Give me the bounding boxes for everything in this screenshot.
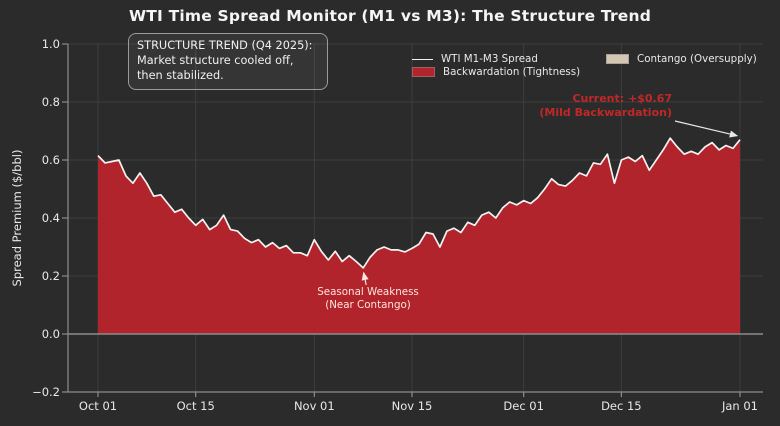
current-value-annotation: Current: +$0.67 (Mild Backwardation) — [539, 92, 672, 120]
structure-trend-note: STRUCTURE TREND (Q4 2025): Market struct… — [128, 33, 328, 90]
y-tick-label: 0.0 — [41, 327, 60, 341]
x-tick-label: Dec 01 — [503, 399, 544, 413]
structure-note-line3: then stabilized. — [137, 68, 224, 82]
legend-contango-swatch — [606, 54, 629, 64]
structure-note-line2: Market structure cooled off, — [137, 53, 294, 67]
legend-entry-spread: WTI M1-M3 Spread — [412, 53, 538, 65]
legend-entry-contango: Contango (Oversupply) — [606, 53, 757, 65]
legend-label-contango: Contango (Oversupply) — [637, 53, 757, 65]
x-tick-label: Nov 15 — [391, 399, 433, 413]
y-tick-label: 0.4 — [41, 211, 60, 225]
legend-backwardation-swatch — [412, 67, 435, 77]
legend-entry-backwardation: Backwardation (Tightness) — [412, 66, 580, 78]
seasonal-weakness-annotation: Seasonal Weakness (Near Contango) — [268, 286, 468, 311]
x-tick-label: Dec 15 — [601, 399, 642, 413]
annotation-arrows — [361, 120, 739, 286]
spread-area-fill — [98, 138, 740, 334]
spread-line — [97, 137, 741, 269]
y-tick-label: −0.2 — [32, 385, 60, 399]
legend-label-backwardation: Backwardation (Tightness) — [443, 66, 581, 78]
seasonal-annotation-arrow — [361, 271, 369, 286]
legend-line-swatch — [412, 58, 433, 60]
x-tick-label: Oct 15 — [176, 399, 215, 413]
y-tick-label: 0.2 — [41, 269, 60, 283]
current-annotation-arrow — [674, 120, 739, 138]
legend-label-spread: WTI M1-M3 Spread — [441, 53, 538, 65]
chart-title: WTI Time Spread Monitor (M1 vs M3): The … — [128, 7, 652, 25]
y-tick-label: 1.0 — [41, 37, 60, 51]
y-tick-label: 0.8 — [41, 95, 60, 109]
seasonal-line1: Seasonal Weakness — [317, 286, 419, 298]
structure-note-line1: STRUCTURE TREND (Q4 2025): — [137, 39, 313, 52]
x-tick-label: Jan 01 — [721, 399, 759, 413]
series-layer — [68, 137, 763, 335]
current-value-line1: Current: +$0.67 — [572, 92, 672, 105]
x-tick-label: Oct 01 — [78, 399, 118, 413]
current-value-line2: (Mild Backwardation) — [539, 105, 672, 119]
x-tick-label: Nov 01 — [293, 399, 335, 413]
seasonal-line2: (Near Contango) — [325, 298, 411, 311]
y-tick-label: 0.6 — [41, 153, 60, 167]
